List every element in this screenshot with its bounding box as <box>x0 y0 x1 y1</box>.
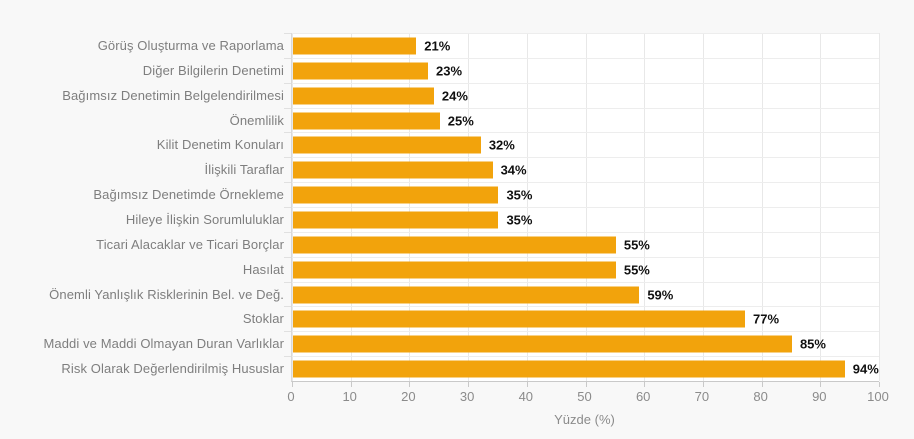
bar <box>293 310 745 328</box>
bar <box>293 211 499 229</box>
bar <box>293 360 845 378</box>
x-tick-label: 40 <box>518 389 534 404</box>
bar-rows: 21% 23% 24% 25% 32% 34% 35% 35% 55% 55% 59% 77% 85% 9… <box>284 33 879 381</box>
gridline <box>409 33 411 381</box>
bar-value-label: 35% <box>506 212 533 228</box>
gridline <box>644 33 646 381</box>
x-axis-tickmark <box>879 382 880 387</box>
gridline <box>761 33 763 381</box>
x-axis-tickmark <box>585 382 587 387</box>
bar-row: 35% <box>284 207 879 232</box>
gridline <box>585 33 587 381</box>
bar <box>293 62 428 80</box>
x-axis-tickmark <box>292 382 293 387</box>
gridline <box>879 33 880 381</box>
bar-value-label: 55% <box>623 262 650 278</box>
bar-value-label: 21% <box>424 38 451 54</box>
bar-value-label: 32% <box>488 137 515 153</box>
gridline <box>820 33 822 381</box>
category-label: Önemli Yanlışlık Risklerinin Bel. ve Değ… <box>49 286 284 302</box>
category-label: Hileye İlişkin Sorumluluklar <box>125 211 284 227</box>
x-tick-label: 100 <box>867 389 889 404</box>
bar <box>293 87 434 105</box>
bar-row: 24% <box>284 82 879 108</box>
x-tick-label: 20 <box>401 389 416 404</box>
bar-row: 55% <box>284 231 879 257</box>
x-tick-label: 70 <box>694 389 710 404</box>
bar-row: 77% <box>284 306 879 331</box>
x-tick-label: 10 <box>342 389 357 404</box>
bar-value-label: 55% <box>623 237 650 253</box>
gridline <box>526 33 528 381</box>
category-label: Bağımsız Denetimin Belgelendirilmesi <box>62 87 284 103</box>
x-axis-tickmark <box>468 382 470 387</box>
x-tick-label: 60 <box>635 389 651 404</box>
bar-value-label: 59% <box>647 287 674 303</box>
x-tick-label: 50 <box>577 389 592 404</box>
bar-row: 34% <box>284 157 879 182</box>
category-label: Önemlilik <box>229 112 284 128</box>
x-tick-label: 0 <box>287 389 295 404</box>
category-label: Maddi ve Maddi Olmayan Duran Varlıklar <box>43 336 284 352</box>
gridline <box>350 33 352 381</box>
bar-value-label: 24% <box>441 88 468 104</box>
bar-row: 25% <box>284 107 879 133</box>
x-axis-tickmark <box>761 382 763 387</box>
category-label: Diğer Bilgilerin Denetimi <box>142 62 284 78</box>
bar-value-label: 85% <box>799 336 826 352</box>
bar <box>293 161 493 179</box>
bar <box>293 261 616 279</box>
x-axis-tickmark <box>350 382 352 387</box>
bar-row: 21% <box>284 33 879 58</box>
bar-value-label: 94% <box>852 361 879 377</box>
category-label: İlişkili Taraflar <box>204 162 284 178</box>
x-tick-label: 90 <box>812 389 827 404</box>
category-label: Ticari Alacaklar ve Ticari Borçlar <box>96 236 284 252</box>
x-tick-label: 30 <box>459 389 475 404</box>
plot-area: 21% 23% 24% 25% 32% 34% 35% 35% 55% 55% 59% 77% 85% 9… <box>284 33 880 387</box>
y-axis-category-labels: Görüş Oluşturma ve Raporlama Diğer Bilgil… <box>0 33 284 381</box>
category-label: Risk Olarak Değerlendirilmiş Hususlar <box>61 361 284 377</box>
bar <box>293 236 616 254</box>
category-label: Görüş Oluşturma ve Raporlama <box>97 37 284 53</box>
x-axis-tickmark <box>702 382 704 387</box>
gridline <box>468 33 470 381</box>
category-label: Kilit Denetim Konuları <box>156 137 284 153</box>
category-label: Stoklar <box>242 311 284 327</box>
bar <box>293 335 792 353</box>
bar-value-label: 35% <box>506 187 533 203</box>
bar-row: 23% <box>284 57 879 83</box>
bar-value-label: 34% <box>500 162 527 178</box>
bar-row: 55% <box>284 256 879 282</box>
bar-value-label: 77% <box>752 311 780 327</box>
x-axis-tickmark <box>644 382 646 387</box>
x-axis-tickmark <box>526 382 528 387</box>
category-label: Bağımsız Denetimde Örnekleme <box>93 187 284 203</box>
bar-row: 59% <box>284 281 879 307</box>
bar <box>293 112 440 129</box>
bar-value-label: 23% <box>436 63 463 79</box>
bar <box>293 37 417 55</box>
bar-row: 32% <box>284 132 879 157</box>
category-label: Hasılat <box>242 261 284 277</box>
x-axis-tick-labels: 0 10 20 30 40 50 60 70 80 90 100 <box>287 389 888 405</box>
bar <box>293 286 640 304</box>
bar-row: 35% <box>284 182 879 207</box>
bar-row: 85% <box>284 331 879 356</box>
x-axis-tickmark <box>820 382 822 387</box>
gridline <box>292 33 293 381</box>
x-tick-label: 80 <box>753 389 768 404</box>
x-axis-title: Yüzde (%) <box>554 412 615 427</box>
bar <box>293 186 499 204</box>
x-axis-tickmark <box>409 382 411 387</box>
bar <box>293 136 481 154</box>
bar-row: 94% <box>284 356 879 381</box>
gridline <box>702 33 704 381</box>
bar-value-label: 25% <box>447 113 474 128</box>
